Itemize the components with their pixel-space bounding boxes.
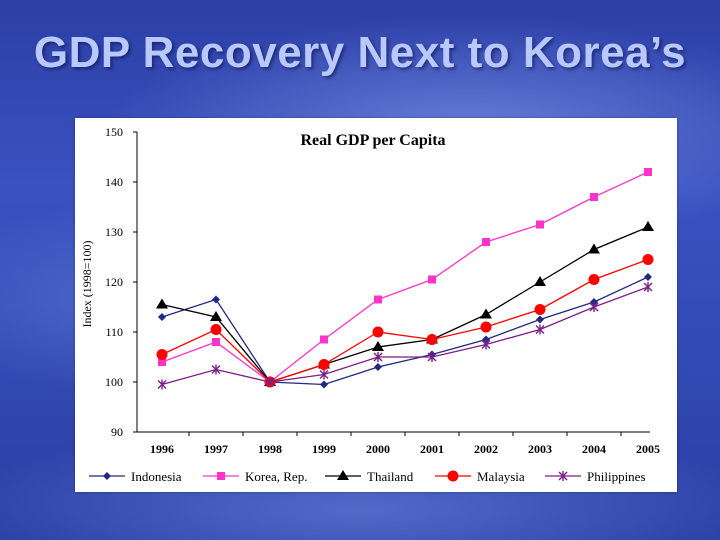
data-point-philippines — [157, 379, 167, 390]
y-tick-label: 100 — [105, 375, 123, 389]
data-point-indonesia — [320, 380, 328, 389]
legend-marker — [103, 472, 111, 480]
data-point-malaysia — [534, 304, 546, 315]
data-point-korea-rep — [212, 338, 220, 346]
legend-item-philippines: Philippines — [545, 469, 646, 484]
x-tick-label: 2004 — [582, 442, 606, 456]
y-axis-label: Index (1998=100) — [80, 240, 94, 327]
series-line-korea-rep — [161, 171, 649, 383]
series-line-malaysia — [161, 258, 649, 383]
data-point-philippines — [535, 324, 545, 335]
data-point-thailand — [534, 276, 546, 286]
data-point-malaysia — [642, 254, 654, 265]
data-point-thailand — [372, 341, 384, 351]
data-point-philippines — [481, 339, 491, 350]
data-point-philippines — [427, 352, 437, 362]
legend-item-indonesia: Indonesia — [89, 469, 182, 484]
legend-marker — [337, 470, 349, 480]
data-point-malaysia — [426, 334, 438, 345]
y-tick-label: 150 — [105, 125, 123, 139]
data-point-thailand — [480, 308, 492, 319]
legend-label: Malaysia — [477, 469, 525, 484]
x-tick-label: 1997 — [204, 442, 228, 456]
data-point-thailand — [642, 221, 654, 231]
y-tick-label: 90 — [111, 425, 123, 439]
data-point-korea-rep — [482, 238, 490, 246]
data-point-indonesia — [536, 315, 544, 324]
data-point-thailand — [210, 311, 222, 321]
data-point-malaysia — [372, 326, 384, 338]
data-point-korea-rep — [320, 335, 328, 344]
series-line-thailand — [161, 226, 649, 383]
y-tick-label: 130 — [105, 225, 123, 239]
legend-item-malaysia: Malaysia — [435, 469, 525, 484]
legend-label: Indonesia — [131, 469, 182, 484]
x-tick-label: 2003 — [528, 442, 552, 456]
chart-panel: Real GDP per Capita Index (1998=100) 90 1… — [75, 118, 677, 492]
data-point-malaysia — [210, 324, 222, 335]
data-point-malaysia — [156, 349, 168, 360]
legend-label: Philippines — [587, 469, 646, 484]
y-tick-label: 140 — [105, 175, 123, 189]
data-point-malaysia — [480, 321, 492, 333]
legend: Indonesia Korea, Rep. Thailand Malaysia Phil… — [89, 469, 646, 484]
x-tick-label: 2001 — [420, 442, 444, 456]
legend-marker — [217, 472, 225, 480]
data-point-indonesia — [644, 273, 652, 281]
chart-title: Real GDP per Capita — [300, 132, 445, 149]
series-korea-rep — [158, 168, 652, 386]
data-point-philippines — [211, 364, 221, 375]
data-point-indonesia — [374, 363, 382, 371]
y-tick-label: 110 — [105, 325, 123, 339]
data-point-thailand — [156, 298, 168, 309]
series-philippines — [157, 282, 653, 390]
data-point-malaysia — [588, 274, 600, 285]
x-tick-label: 2000 — [366, 442, 390, 456]
series-line-philippines — [161, 286, 649, 386]
series-indonesia — [158, 273, 652, 389]
data-point-philippines — [643, 282, 653, 292]
data-point-korea-rep — [374, 295, 382, 304]
data-point-korea-rep — [428, 275, 436, 284]
data-point-korea-rep — [536, 220, 544, 229]
legend-item-thailand: Thailand — [325, 469, 414, 484]
data-point-philippines — [373, 352, 383, 362]
data-point-korea-rep — [590, 193, 598, 201]
legend-marker — [447, 470, 459, 482]
data-point-philippines — [265, 377, 275, 387]
data-point-korea-rep — [158, 358, 166, 366]
data-point-korea-rep — [644, 168, 652, 176]
x-tick-label: 1998 — [258, 442, 282, 456]
x-tick-label: 1999 — [312, 442, 336, 456]
gdp-line-chart: Real GDP per Capita Index (1998=100) 90 1… — [80, 125, 660, 484]
x-tick-label: 2005 — [636, 442, 660, 456]
data-point-indonesia — [158, 313, 166, 321]
legend-marker — [558, 471, 568, 481]
series-layer — [156, 168, 654, 390]
legend-item-korea-rep: Korea, Rep. — [203, 469, 307, 484]
x-tick-label: 2002 — [474, 442, 498, 456]
data-point-malaysia — [318, 359, 330, 370]
legend-label: Korea, Rep. — [245, 469, 307, 484]
slide-title: GDP Recovery Next to Korea’s — [33, 28, 687, 77]
data-point-indonesia — [212, 295, 220, 304]
axes: 90 100 110 120 130 140 150 1996 1997 1998 1999 2000… — [105, 125, 660, 456]
data-point-thailand — [588, 243, 600, 254]
y-tick-label: 120 — [105, 275, 123, 289]
x-tick-label: 1996 — [150, 442, 174, 456]
data-point-philippines — [589, 302, 599, 312]
series-line-indonesia — [161, 276, 649, 386]
series-malaysia — [156, 254, 654, 388]
legend-label: Thailand — [367, 469, 414, 484]
data-point-philippines — [319, 369, 329, 380]
